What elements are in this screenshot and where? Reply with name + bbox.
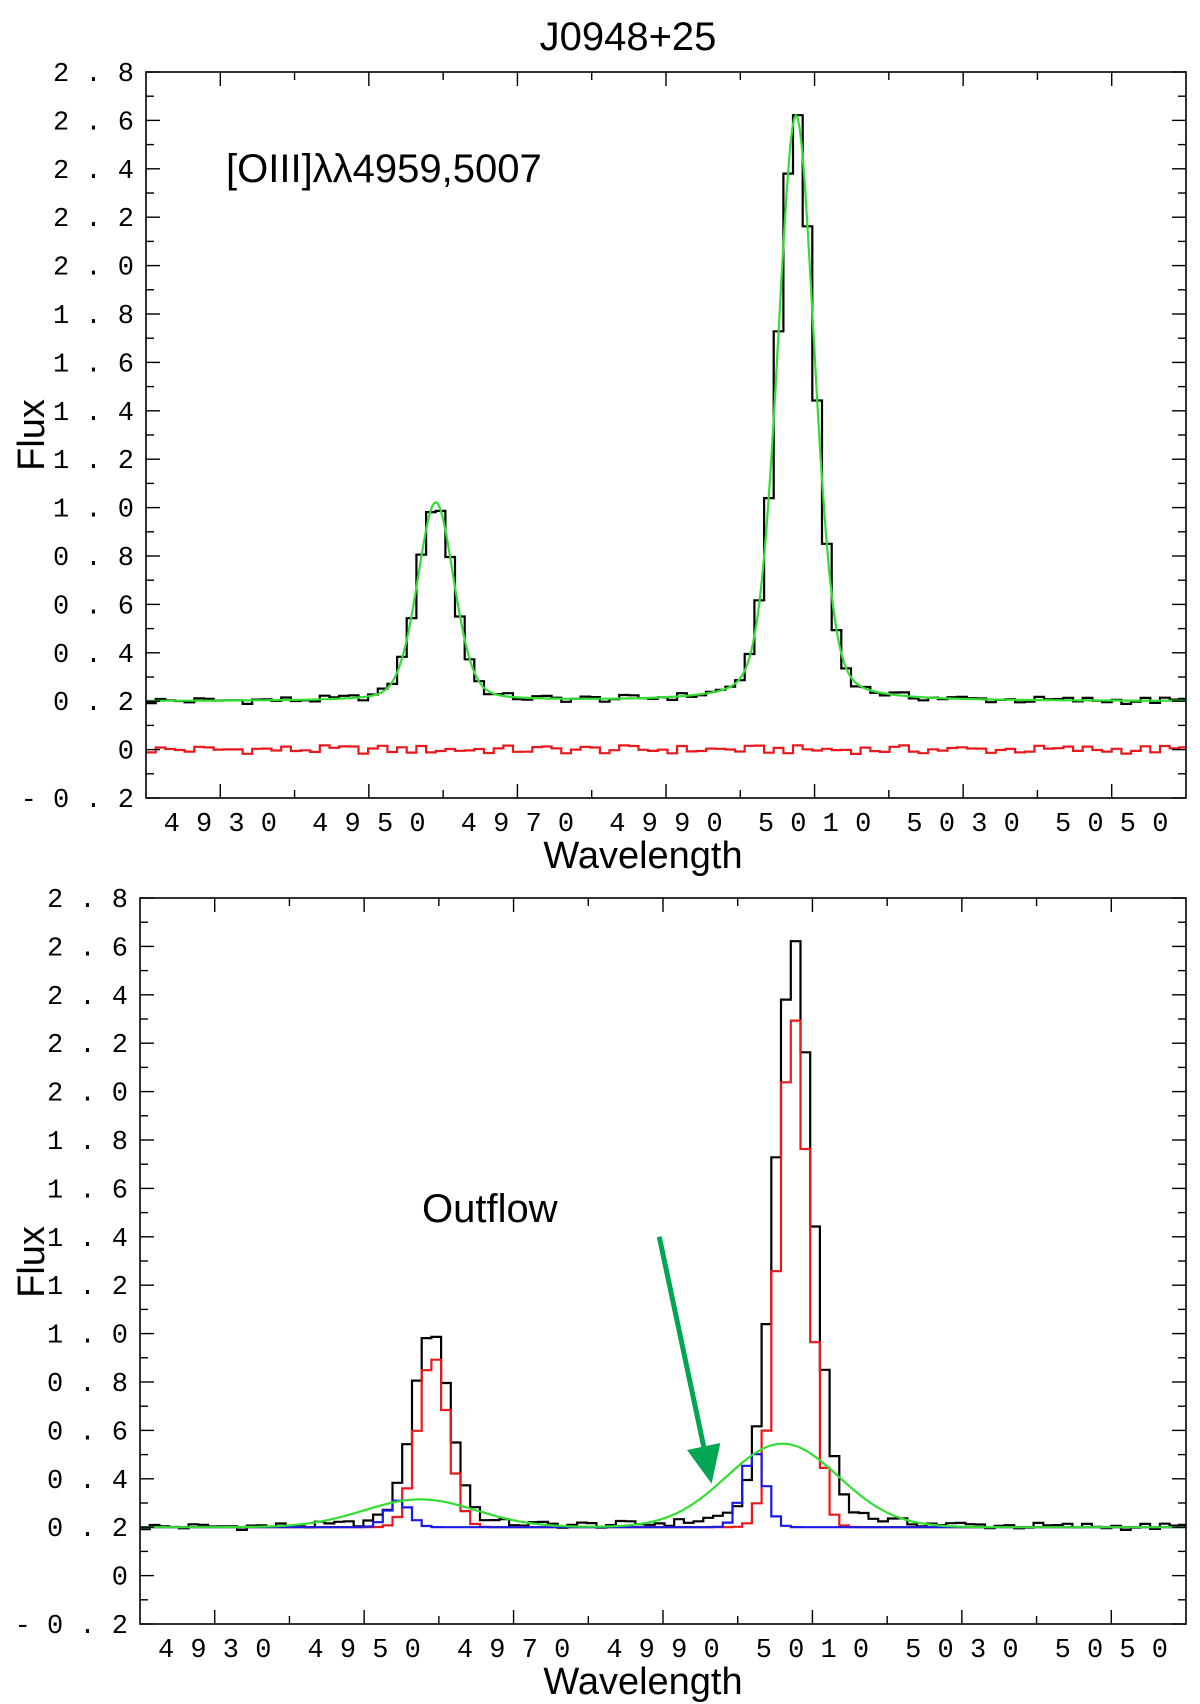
x-tick-label: 4 9 9 0	[609, 810, 722, 840]
bottom-y-axis-label: Flux	[11, 1226, 53, 1298]
series-residual-top	[146, 744, 1186, 755]
y-tick-label: 1 . 8	[47, 1128, 128, 1158]
series-narrow-bottom	[140, 1019, 1186, 1529]
y-tick-label: 1 . 6	[53, 350, 134, 380]
x-tick-label: 4 9 7 0	[461, 810, 574, 840]
y-tick-label: 2 . 6	[47, 934, 128, 964]
bottom-x-axis-label: Wavelength	[543, 1661, 742, 1703]
x-tick-label: 4 9 5 0	[312, 810, 425, 840]
x-tick-label: 4 9 5 0	[307, 1636, 420, 1666]
y-tick-label: 2 . 6	[53, 108, 134, 138]
y-tick-label: 0 . 8	[53, 544, 134, 574]
series-outflow-bottom	[140, 1442, 1186, 1529]
top-plot-frame	[145, 71, 1187, 799]
y-tick-label: 2 . 2	[47, 1031, 128, 1061]
x-tick-label: 5 0 5 0	[1055, 810, 1168, 840]
chart-title: J0948+25	[540, 15, 717, 59]
y-tick-label: 0	[112, 1564, 128, 1594]
y-tick-label: 0 . 2	[47, 1515, 128, 1545]
y-tick-label: 2 . 0	[47, 1080, 128, 1110]
y-tick-label: 1 . 4	[53, 399, 134, 429]
y-tick-label: 0 . 8	[47, 1370, 128, 1400]
bottom-series	[140, 940, 1186, 1531]
series-blue_component-bottom	[140, 1453, 1186, 1529]
outflow-arrow-head	[687, 1442, 721, 1484]
y-tick-label: 2 . 8	[53, 60, 134, 90]
y-tick-label: 1 . 0	[47, 1322, 128, 1352]
x-tick-label: 5 0 3 0	[906, 810, 1019, 840]
y-tick-label: 0	[118, 738, 134, 768]
series-model-top	[146, 113, 1186, 702]
y-tick-label: - 0 . 2	[15, 1612, 128, 1642]
y-tick-label: 1 . 0	[53, 496, 134, 526]
y-tick-label: 1 . 6	[47, 1176, 128, 1206]
x-tick-label: 5 0 1 0	[756, 1636, 869, 1666]
y-tick-label: 0 . 6	[53, 592, 134, 622]
y-tick-label: 2 . 4	[53, 157, 134, 187]
y-tick-label: - 0 . 2	[21, 786, 134, 816]
x-tick-label: 5 0 3 0	[905, 1636, 1018, 1666]
bottom-panel: 4 9 3 0 4 9 5 0 4 9 7 0 4 9 9 0 5 0 1 0 5 0 3…	[11, 886, 1187, 1703]
x-tick-label: 4 9 3 0	[164, 810, 277, 840]
series-observed-bottom	[140, 940, 1186, 1531]
y-tick-label: 1 . 8	[53, 302, 134, 332]
bottom-plot-frame	[139, 897, 1187, 1625]
y-tick-label: 1 . 2	[53, 447, 134, 477]
top-y-axis-label: Flux	[11, 399, 53, 471]
series-observed-top	[146, 114, 1186, 705]
x-tick-label: 4 9 3 0	[158, 1636, 271, 1666]
outflow-annotation: Outflow	[422, 1187, 558, 1231]
x-tick-label: 5 0 5 0	[1055, 1636, 1168, 1666]
y-tick-label: 2 . 4	[47, 983, 128, 1013]
y-tick-label: 0 . 4	[53, 641, 134, 671]
outflow-arrow-line	[656, 1236, 707, 1447]
x-tick-label: 4 9 9 0	[606, 1636, 719, 1666]
y-tick-label: 2 . 0	[53, 254, 134, 284]
x-tick-label: 5 0 1 0	[758, 810, 871, 840]
y-tick-label: 0 . 6	[47, 1418, 128, 1448]
y-tick-label: 1 . 4	[47, 1225, 128, 1255]
y-tick-label: 0 . 2	[53, 689, 134, 719]
x-tick-label: 4 9 7 0	[457, 1636, 570, 1666]
top-axis-ticks: 4 9 3 0 4 9 5 0 4 9 7 0 4 9 9 0 5 0 1 0 5 0 3…	[21, 60, 1186, 840]
bottom-axis-ticks: 4 9 3 0 4 9 5 0 4 9 7 0 4 9 9 0 5 0 1 0 5 0 3…	[15, 886, 1186, 1666]
y-tick-label: 0 . 4	[47, 1467, 128, 1497]
y-tick-label: 2 . 8	[47, 886, 128, 916]
y-tick-label: 1 . 2	[47, 1273, 128, 1303]
top-x-axis-label: Wavelength	[543, 835, 742, 877]
y-tick-label: 2 . 2	[53, 205, 134, 235]
top-series	[146, 113, 1186, 755]
oiii-annotation: [OIII]λλ4959,5007	[226, 147, 542, 191]
top-panel: 4 9 3 0 4 9 5 0 4 9 7 0 4 9 9 0 5 0 1 0 5 0 3…	[11, 60, 1187, 877]
